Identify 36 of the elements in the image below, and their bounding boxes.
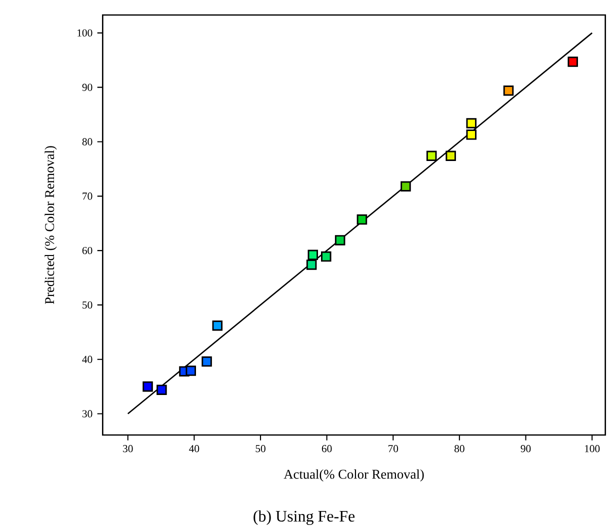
y-tick-label: 60 bbox=[82, 246, 92, 254]
point bbox=[400, 181, 411, 192]
point bbox=[308, 250, 318, 260]
y-tick-label: 40 bbox=[82, 356, 92, 363]
point bbox=[466, 118, 477, 128]
x-tick-label: 70 bbox=[388, 445, 398, 452]
point bbox=[186, 366, 196, 376]
point bbox=[306, 260, 317, 270]
x-axis-title: Actual(% Color Removal) bbox=[284, 469, 424, 482]
text: (b) Using Fe-Fe bbox=[254, 510, 355, 525]
x-tick-label: 40 bbox=[189, 445, 200, 452]
point bbox=[321, 251, 332, 262]
point bbox=[426, 150, 437, 162]
y-tick-label: 50 bbox=[82, 301, 92, 309]
point bbox=[466, 130, 477, 140]
x-tick-label: 100 bbox=[585, 445, 600, 452]
x-tick-label: 30 bbox=[123, 445, 133, 452]
point bbox=[202, 356, 212, 367]
point bbox=[212, 320, 223, 331]
y-tick-label: 90 bbox=[82, 84, 92, 91]
x-tick-label: 90 bbox=[520, 445, 531, 452]
point bbox=[142, 381, 153, 392]
point bbox=[503, 85, 514, 96]
point bbox=[356, 214, 368, 225]
point bbox=[568, 56, 578, 67]
point bbox=[156, 384, 167, 395]
y-tick-label: 100 bbox=[78, 29, 92, 37]
point bbox=[446, 150, 456, 162]
x-tick-label: 60 bbox=[322, 445, 332, 452]
x-tick-label: 50 bbox=[256, 445, 266, 452]
y-axis-title: Predicted (% Color Removal) bbox=[44, 146, 57, 304]
y-tick-label: 30 bbox=[82, 410, 92, 418]
x-tick-label: 80 bbox=[454, 445, 464, 452]
point bbox=[334, 235, 346, 246]
y-tick-label: 70 bbox=[82, 192, 92, 200]
y-tick-label: 80 bbox=[82, 138, 92, 146]
